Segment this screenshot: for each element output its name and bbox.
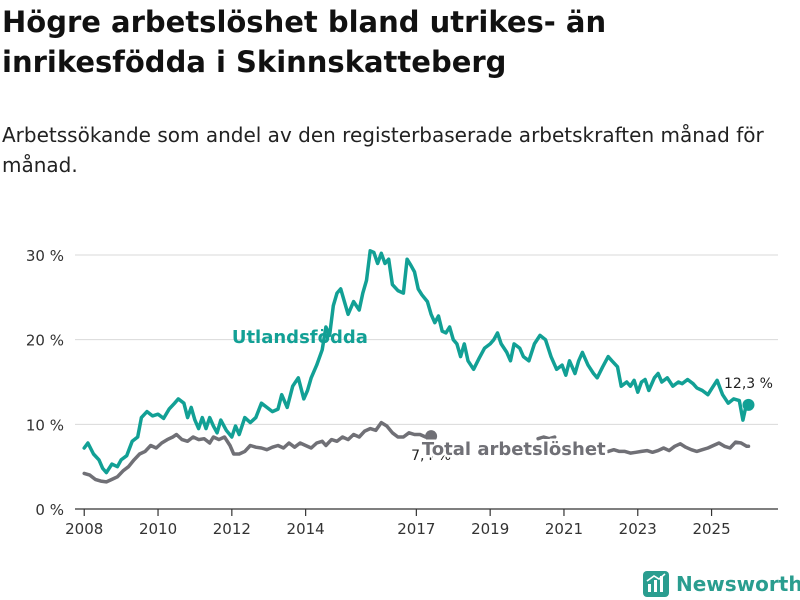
x-tick-label: 2014 bbox=[287, 520, 325, 538]
x-tick-label: 2023 bbox=[619, 520, 657, 538]
bar-chart-logo-icon bbox=[643, 571, 669, 597]
series-end-value: 7,4 % bbox=[411, 448, 451, 464]
y-tick-label: 20 % bbox=[26, 332, 64, 350]
series-end-marker bbox=[742, 398, 755, 411]
newsworthy-brand[interactable]: Newsworthy bbox=[643, 568, 800, 600]
chart-subtitle: Arbetssökande som andel av den registerb… bbox=[2, 123, 764, 177]
series-line-total-arbetsl-shet bbox=[82, 420, 433, 484]
series-label: Utlandsfödda bbox=[232, 327, 368, 348]
x-tick-label: 2021 bbox=[545, 520, 583, 538]
x-tick-label: 2008 bbox=[65, 520, 103, 538]
series-end-marker bbox=[425, 430, 438, 443]
x-tick-label: 2025 bbox=[692, 520, 730, 538]
gridlines bbox=[75, 254, 778, 425]
x-axis: 2008 2010 2012 2014 2017 2019 2021 2023 2025 bbox=[65, 508, 778, 538]
x-tick-label: 2017 bbox=[397, 520, 435, 538]
chart-title: Högre arbetslöshet bland utrikes- än inr… bbox=[2, 5, 607, 79]
series-lines bbox=[82, 249, 751, 484]
x-tick-label: 2019 bbox=[471, 520, 509, 538]
series-line-total-arbetsl-shet bbox=[606, 440, 751, 455]
series-line-total-arbetsl-shet bbox=[536, 435, 557, 441]
series-labels: 12,3 % 7,4 % Utlandsfödda Total arbetslöshe… bbox=[232, 327, 773, 464]
series-line-utlandsf-dda bbox=[82, 249, 751, 475]
y-tick-label: 30 % bbox=[26, 247, 64, 265]
brand-name: Newsworthy bbox=[676, 572, 800, 596]
y-tick-label: 10 % bbox=[26, 416, 64, 434]
x-tick-label: 2012 bbox=[213, 520, 251, 538]
y-axis-ticks: 0 % 10 % 20 % 30 % bbox=[26, 247, 64, 519]
y-tick-label: 0 % bbox=[35, 501, 64, 519]
x-tick-label: 2010 bbox=[139, 520, 177, 538]
series-label: Total arbetslöshet bbox=[422, 439, 606, 460]
series-end-value: 12,3 % bbox=[724, 376, 773, 392]
